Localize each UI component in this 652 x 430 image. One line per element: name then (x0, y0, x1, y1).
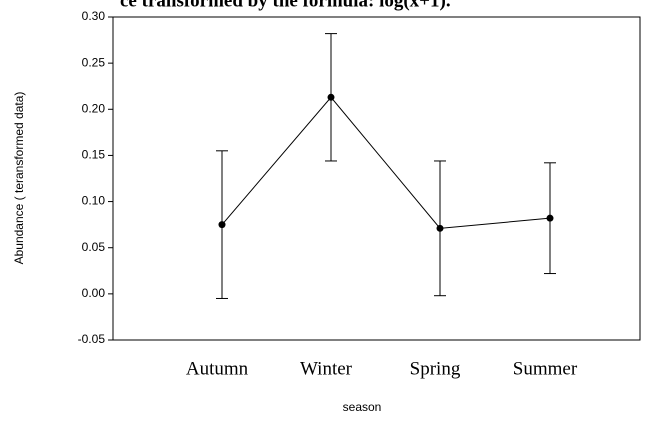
y-tick-label: -0.05 (78, 332, 106, 346)
point (327, 93, 335, 101)
series-line (221, 96, 551, 229)
y-tick-label: 0.10 (82, 194, 106, 208)
point (218, 221, 226, 229)
chart-title: ce transformed by the formula: log(x+1). (120, 0, 451, 11)
plot-frame (112, 16, 641, 341)
x-tick-label: Winter (300, 358, 353, 379)
y-tick-label: 0.25 (82, 55, 106, 69)
x-tick-label: Autumn (186, 358, 249, 379)
x-axis-label: season (343, 400, 382, 414)
y-tick-label: 0.05 (82, 240, 106, 254)
y-axis-label: Abundance ( teransformed data) (12, 92, 26, 265)
x-tick-label: Summer (513, 358, 578, 379)
y-tick-label: 0.30 (82, 9, 106, 23)
point (436, 224, 444, 232)
x-tick-label: Spring (410, 358, 461, 379)
y-tick-label: 0.00 (82, 286, 106, 300)
y-tick-label: 0.15 (82, 148, 106, 162)
point (546, 214, 554, 222)
y-tick-label: 0.20 (82, 101, 106, 115)
